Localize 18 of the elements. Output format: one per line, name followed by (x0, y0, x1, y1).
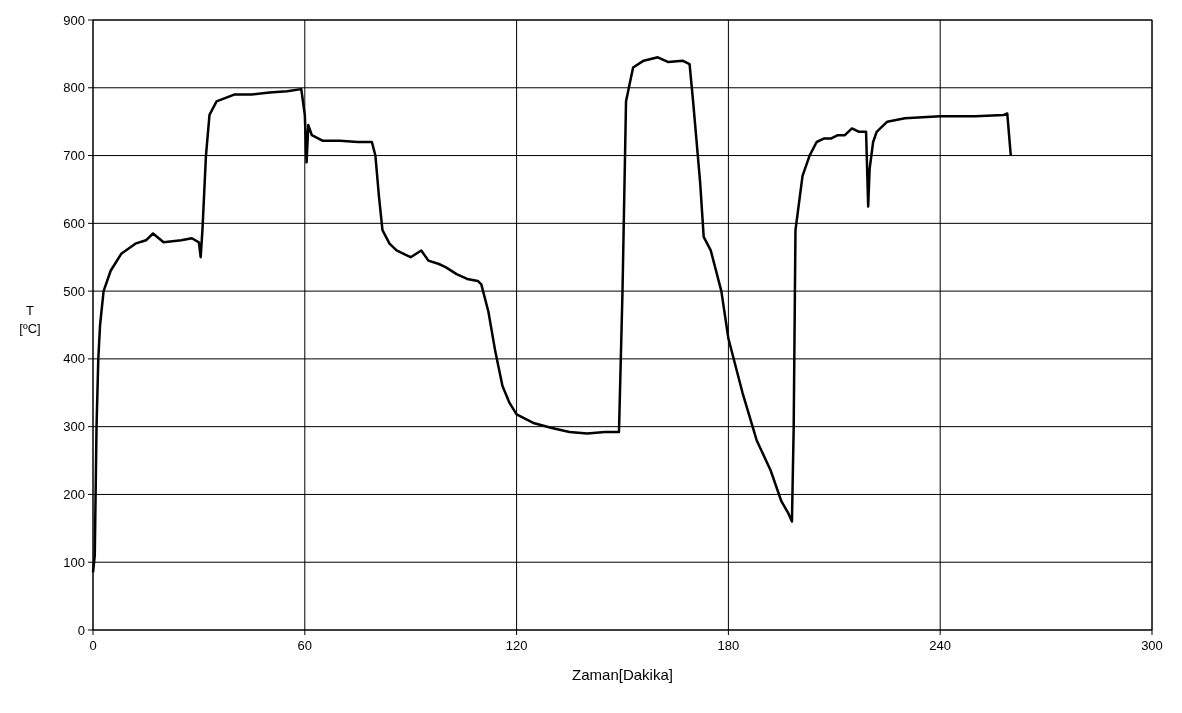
y-tick-label: 800 (63, 80, 85, 96)
y-tick-label: 900 (63, 12, 85, 28)
x-tick-label: 180 (717, 638, 740, 653)
x-tick-label: 300 (1141, 638, 1163, 653)
x-tick-label: 60 (297, 638, 313, 653)
y-tick-label: 400 (63, 351, 85, 367)
y-tick-label: 200 (63, 486, 85, 502)
x-tick-label: 240 (929, 638, 952, 653)
y-axis-title: T [ºC] (19, 303, 41, 336)
y-tick-label: 300 (63, 419, 85, 435)
y-tick-label: 100 (63, 554, 85, 570)
y-tick-label: 500 (63, 283, 85, 299)
x-axis-title: Zaman[Dakika] (572, 666, 673, 683)
x-tick-label: 0 (89, 638, 97, 653)
y-tick-label: 700 (63, 148, 85, 164)
x-tick-label: 120 (505, 638, 528, 653)
y-tick-label: 600 (63, 215, 85, 231)
y-tick-label: 0 (77, 622, 85, 638)
